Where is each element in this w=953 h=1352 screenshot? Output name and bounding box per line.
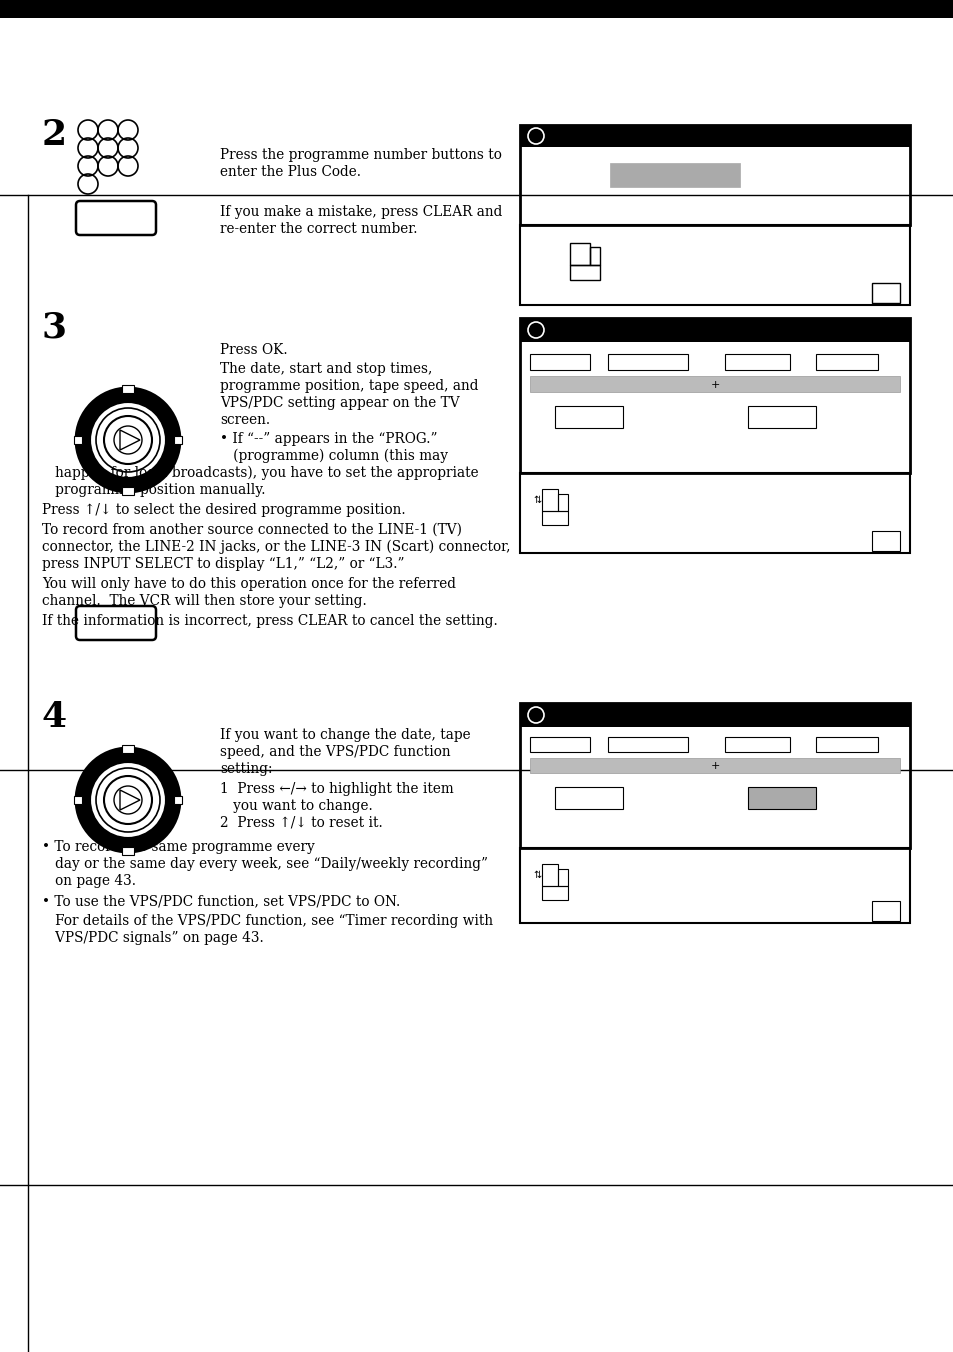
Text: Press the programme number buttons to: Press the programme number buttons to bbox=[220, 147, 501, 162]
Ellipse shape bbox=[90, 763, 166, 838]
Bar bbox=[519, 473, 909, 553]
Text: Press OK.: Press OK. bbox=[220, 343, 287, 357]
Bar bbox=[541, 489, 558, 511]
Bar bbox=[122, 385, 133, 393]
Bar bbox=[74, 435, 82, 443]
Ellipse shape bbox=[90, 402, 166, 479]
Text: If you make a mistake, press CLEAR and: If you make a mistake, press CLEAR and bbox=[220, 206, 502, 219]
Bar bbox=[815, 354, 877, 370]
Text: connector, the LINE-2 IN jacks, or the LINE-3 IN (Scart) connector,: connector, the LINE-2 IN jacks, or the L… bbox=[42, 539, 510, 554]
Text: 2: 2 bbox=[42, 118, 67, 151]
Text: You will only have to do this operation once for the referred: You will only have to do this operation … bbox=[42, 577, 456, 591]
Bar bbox=[519, 318, 909, 342]
Text: setting:: setting: bbox=[220, 763, 273, 776]
Bar bbox=[541, 511, 567, 525]
Bar bbox=[815, 737, 877, 752]
Text: To record from another source connected to the LINE-1 (TV): To record from another source connected … bbox=[42, 523, 461, 537]
Bar bbox=[871, 283, 899, 303]
Text: on page 43.: on page 43. bbox=[42, 873, 136, 888]
Text: • To use the VPS/PDC function, set VPS/PDC to ON.: • To use the VPS/PDC function, set VPS/P… bbox=[42, 894, 400, 909]
Text: (programme) column (this may: (programme) column (this may bbox=[220, 449, 448, 464]
Bar bbox=[519, 848, 909, 923]
Bar bbox=[173, 796, 182, 804]
Text: VPS/PDC signals” on page 43.: VPS/PDC signals” on page 43. bbox=[42, 932, 263, 945]
Ellipse shape bbox=[113, 786, 142, 814]
Bar bbox=[724, 737, 789, 752]
Ellipse shape bbox=[76, 388, 180, 492]
Text: 4: 4 bbox=[42, 700, 67, 734]
Text: press INPUT SELECT to display “L1,” “L2,” or “L3.”: press INPUT SELECT to display “L1,” “L2,… bbox=[42, 557, 404, 571]
Bar bbox=[569, 243, 589, 265]
Bar bbox=[555, 406, 622, 429]
Text: If the information is incorrect, press CLEAR to cancel the setting.: If the information is incorrect, press C… bbox=[42, 614, 497, 627]
Text: speed, and the VPS/PDC function: speed, and the VPS/PDC function bbox=[220, 745, 450, 758]
Bar bbox=[555, 787, 622, 808]
Text: VPS/PDC setting appear on the TV: VPS/PDC setting appear on the TV bbox=[220, 396, 459, 410]
Ellipse shape bbox=[76, 748, 180, 852]
Text: ⇅: ⇅ bbox=[534, 869, 541, 880]
Bar bbox=[607, 354, 687, 370]
Bar bbox=[519, 318, 909, 473]
Text: If you want to change the date, tape: If you want to change the date, tape bbox=[220, 727, 470, 742]
Bar bbox=[724, 354, 789, 370]
Bar bbox=[519, 703, 909, 727]
Text: 3: 3 bbox=[42, 310, 67, 343]
Text: programme position manually.: programme position manually. bbox=[42, 483, 265, 498]
Bar bbox=[173, 435, 182, 443]
Bar bbox=[122, 745, 133, 753]
Bar bbox=[530, 758, 899, 773]
Bar bbox=[558, 493, 567, 511]
Text: re-enter the correct number.: re-enter the correct number. bbox=[220, 222, 417, 237]
Bar bbox=[558, 869, 567, 886]
Bar bbox=[589, 247, 599, 265]
Bar bbox=[519, 703, 909, 848]
Bar bbox=[519, 124, 909, 224]
Text: For details of the VPS/PDC function, see “Timer recording with: For details of the VPS/PDC function, see… bbox=[42, 914, 493, 927]
Text: Press ↑/↓ to select the desired programme position.: Press ↑/↓ to select the desired programm… bbox=[42, 503, 405, 516]
Ellipse shape bbox=[104, 776, 152, 823]
Bar bbox=[871, 531, 899, 552]
Text: you want to change.: you want to change. bbox=[220, 799, 373, 813]
Ellipse shape bbox=[104, 416, 152, 464]
Ellipse shape bbox=[113, 426, 142, 454]
Text: +: + bbox=[710, 761, 719, 771]
Text: The date, start and stop times,: The date, start and stop times, bbox=[220, 362, 432, 376]
Bar bbox=[541, 886, 567, 900]
Bar bbox=[541, 864, 558, 886]
Text: ⇅: ⇅ bbox=[534, 495, 541, 506]
Text: 1  Press ←/→ to highlight the item: 1 Press ←/→ to highlight the item bbox=[220, 781, 454, 796]
Text: programme position, tape speed, and: programme position, tape speed, and bbox=[220, 379, 478, 393]
Bar bbox=[519, 224, 909, 306]
Text: channel.  The VCR will then store your setting.: channel. The VCR will then store your se… bbox=[42, 594, 366, 608]
Bar bbox=[122, 846, 133, 854]
Bar bbox=[530, 376, 899, 392]
Bar bbox=[569, 265, 599, 280]
Bar bbox=[609, 164, 740, 187]
Text: day or the same day every week, see “Daily/weekly recording”: day or the same day every week, see “Dai… bbox=[42, 857, 488, 871]
Bar bbox=[74, 796, 82, 804]
Text: • To record the same programme every: • To record the same programme every bbox=[42, 840, 314, 854]
Bar bbox=[530, 354, 589, 370]
Bar bbox=[747, 787, 815, 808]
Text: screen.: screen. bbox=[220, 412, 270, 427]
Bar bbox=[871, 900, 899, 921]
Text: +: + bbox=[710, 380, 719, 389]
Bar bbox=[607, 737, 687, 752]
Bar bbox=[122, 487, 133, 495]
Bar bbox=[747, 406, 815, 429]
Text: enter the Plus Code.: enter the Plus Code. bbox=[220, 165, 360, 178]
Text: happen for local broadcasts), you have to set the appropriate: happen for local broadcasts), you have t… bbox=[42, 466, 478, 480]
Bar bbox=[0, 0, 953, 18]
Text: 2  Press ↑/↓ to reset it.: 2 Press ↑/↓ to reset it. bbox=[220, 817, 382, 830]
Bar bbox=[519, 124, 909, 147]
Bar bbox=[530, 737, 589, 752]
Text: • If “--” appears in the “PROG.”: • If “--” appears in the “PROG.” bbox=[220, 433, 437, 446]
